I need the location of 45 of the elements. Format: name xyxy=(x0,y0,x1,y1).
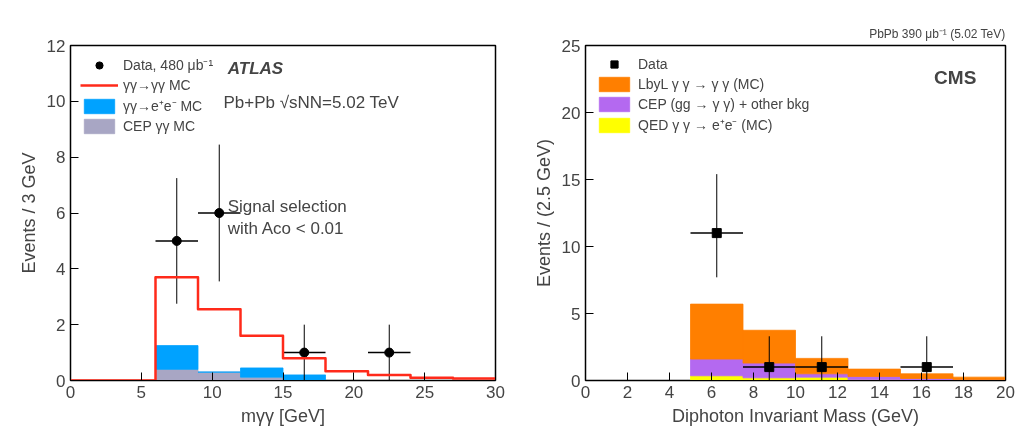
legend-label: CEP γγ MC xyxy=(123,118,196,134)
x-tick-label: 25 xyxy=(415,382,435,402)
legend-label: γγ→e⁺e⁻ MC xyxy=(123,97,203,115)
x-tick-label: 6 xyxy=(706,382,717,402)
x-tick-label: 2 xyxy=(622,382,633,402)
x-tick-label: 14 xyxy=(870,382,889,402)
x-tick-label: 10 xyxy=(202,382,222,402)
y-tick-label: 25 xyxy=(561,36,581,56)
annotation: with Aco < 0.01 xyxy=(226,218,344,238)
x-tick-label: 10 xyxy=(786,382,805,402)
legend-label: Data xyxy=(638,56,668,72)
y-tick-label: 12 xyxy=(46,36,66,56)
x-axis-title: Diphoton Invariant Mass (GeV) xyxy=(671,405,920,426)
y-tick-label: 5 xyxy=(571,304,581,324)
x-tick-label: 18 xyxy=(954,382,973,402)
annotation: Pb+Pb √sNN=5.02 TeV xyxy=(223,92,400,112)
x-tick-label: 4 xyxy=(664,382,675,402)
legend-label: LbyL γ γ → γ γ (MC) xyxy=(638,76,765,92)
annotation: CMS xyxy=(934,66,977,88)
legend-label: γγ→γγ MC xyxy=(123,77,191,93)
x-tick-label: 30 xyxy=(486,382,505,402)
y-tick-label: 6 xyxy=(56,204,66,223)
x-tick-label: 20 xyxy=(996,382,1015,402)
y-tick-label: 20 xyxy=(561,103,581,123)
x-tick-label: 15 xyxy=(273,382,293,402)
legend-label: Data, 480 μb⁻¹ xyxy=(123,56,214,74)
y-tick-label: 10 xyxy=(561,237,581,257)
x-tick-label: 8 xyxy=(748,382,759,402)
y-tick-label: 10 xyxy=(46,92,66,112)
y-tick-label: 4 xyxy=(56,259,66,279)
x-tick-label: 5 xyxy=(136,382,147,402)
y-tick-label: 2 xyxy=(56,315,66,335)
y-tick-label: 15 xyxy=(561,170,581,190)
annotation: ATLAS xyxy=(226,59,284,79)
legend-label: CEP (gg → γ γ) + other bkg xyxy=(638,96,810,112)
x-tick-label: 20 xyxy=(344,382,364,402)
chart-title: PbPb 390 μb⁻¹ (5.02 TeV) xyxy=(869,26,1006,41)
y-axis-title: Events / 3 GeV xyxy=(18,152,39,274)
x-axis-title: mγγ [GeV] xyxy=(240,405,326,426)
y-tick-label: 8 xyxy=(56,148,66,168)
legend-label: QED γ γ → e⁺e⁻ (MC) xyxy=(638,116,773,134)
y-axis-title: Events / (2.5 GeV) xyxy=(533,138,554,288)
annotation: Signal selection xyxy=(227,196,347,216)
x-tick-label: 16 xyxy=(912,382,931,402)
x-tick-label: 12 xyxy=(828,382,847,402)
